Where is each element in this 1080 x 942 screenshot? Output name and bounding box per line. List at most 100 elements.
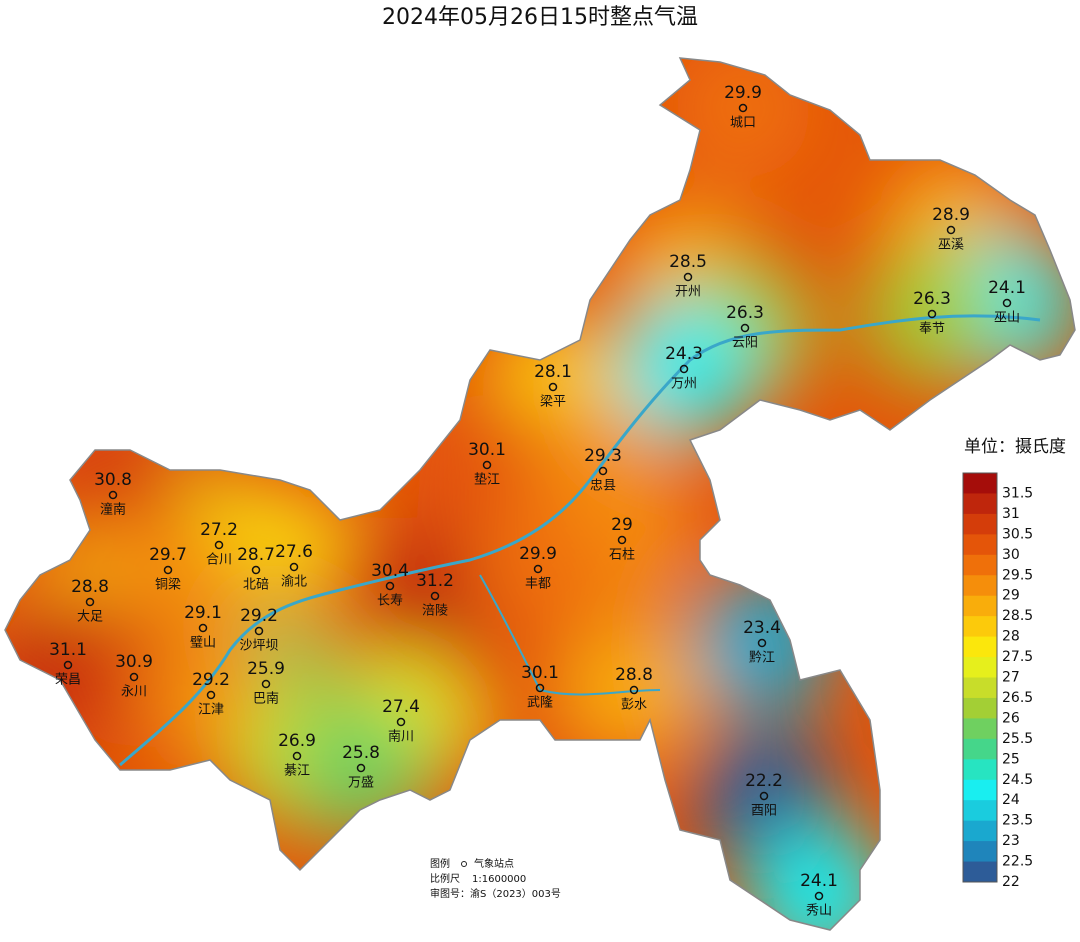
station-value: 29.3 xyxy=(584,446,622,466)
station-point xyxy=(261,679,271,689)
station-point xyxy=(482,460,492,470)
station-name: 武隆 xyxy=(527,696,553,711)
station-name: 万盛 xyxy=(348,776,374,791)
legend-swatch xyxy=(963,534,997,556)
legend-swatch xyxy=(963,554,997,576)
station-name: 城口 xyxy=(730,116,756,131)
station-value: 28.5 xyxy=(669,252,707,272)
station-name: 垫江 xyxy=(474,472,500,488)
legend-title: 单位：摄氏度 xyxy=(964,437,1066,457)
station-point xyxy=(129,672,139,682)
station-value: 25.9 xyxy=(247,659,285,679)
station-point xyxy=(738,103,748,113)
station-name: 江津 xyxy=(198,703,224,718)
legend-swatch xyxy=(963,841,997,863)
legend-label: 24 xyxy=(1002,792,1020,808)
station-value: 30.4 xyxy=(371,561,409,581)
legend-label: 27.5 xyxy=(1002,649,1033,665)
station-name: 巫山 xyxy=(994,311,1020,326)
station-value: 30.8 xyxy=(94,470,132,490)
station-name: 沙坪坝 xyxy=(239,639,278,654)
legend-swatch xyxy=(963,493,997,515)
footer: 图例 气象站点 比例尺 1:1600000 审图号：渝S（2023）003号 xyxy=(430,857,561,900)
station-value: 31.2 xyxy=(416,571,454,591)
legend-swatch xyxy=(963,657,997,678)
station-name: 璧山 xyxy=(190,635,216,651)
legend-label: 28.5 xyxy=(1002,608,1033,624)
footer-legend-item: 气象站点 xyxy=(474,857,514,870)
station-point xyxy=(356,763,366,773)
legend-swatch xyxy=(963,779,997,801)
station-name: 云阳 xyxy=(732,336,758,351)
station-value: 28.9 xyxy=(932,205,970,225)
temperature-blob xyxy=(291,698,431,838)
wu-river xyxy=(479,574,661,696)
legend-label: 23.5 xyxy=(1002,813,1033,829)
station-name: 彭水 xyxy=(621,698,647,713)
station-value: 29 xyxy=(611,515,633,535)
station-value: 23.4 xyxy=(743,618,781,638)
station-point xyxy=(598,466,608,476)
station-value: 28.8 xyxy=(615,665,653,685)
legend-swatch xyxy=(963,861,997,883)
station-point xyxy=(163,565,173,575)
station-value: 28.7 xyxy=(237,545,275,565)
station-name: 万州 xyxy=(671,377,697,392)
station-name: 荣昌 xyxy=(55,673,81,688)
station-name: 忠县 xyxy=(590,479,616,494)
station-name: 北碚 xyxy=(243,578,269,593)
station-name: 酉阳 xyxy=(751,804,777,819)
legend-label: 22 xyxy=(1002,874,1020,890)
station-point xyxy=(198,623,208,633)
station-value: 30.1 xyxy=(468,440,506,460)
temperature-blob xyxy=(564,620,704,760)
station-point xyxy=(289,562,299,572)
station-value: 24.3 xyxy=(665,344,703,364)
stations: 29.9 城口 28.9 巫溪 28.5 开州 24.1 巫山 26.3 奉节 26.3 云阳 24.3… xyxy=(49,83,1026,919)
station-value: 29.2 xyxy=(192,670,230,690)
station-point xyxy=(254,626,264,636)
station-name: 綦江 xyxy=(284,764,310,779)
station-name: 梁平 xyxy=(540,395,566,410)
station-point xyxy=(740,323,750,333)
station-name: 巫溪 xyxy=(938,238,964,253)
temperature-blob xyxy=(692,573,832,713)
legend-label: 31 xyxy=(1002,506,1020,522)
station-point xyxy=(430,591,440,601)
station-point xyxy=(535,683,545,693)
station-point xyxy=(617,535,627,545)
station-point xyxy=(946,225,956,235)
station-point xyxy=(63,660,73,670)
field-blobs xyxy=(5,58,1075,930)
legend-swatch xyxy=(963,759,997,781)
station-name: 渝北 xyxy=(281,574,307,590)
station-value: 30.1 xyxy=(521,663,559,683)
legend-label: 30.5 xyxy=(1002,526,1033,542)
station-value: 24.1 xyxy=(988,278,1026,298)
station-point xyxy=(679,364,689,374)
station-value: 27.6 xyxy=(275,542,313,562)
legend-label: 30 xyxy=(1002,547,1020,563)
station-point xyxy=(548,382,558,392)
footer-legend-label: 图例 xyxy=(430,857,450,870)
temperature-blob xyxy=(862,244,1002,384)
legend-swatch xyxy=(963,616,997,638)
temperature-blob xyxy=(468,499,608,639)
station-name: 丰都 xyxy=(525,577,551,592)
station-value: 29.1 xyxy=(184,603,222,623)
footer-scale-label: 比例尺 xyxy=(430,872,460,885)
station-value: 28.1 xyxy=(534,362,572,382)
legend-swatch xyxy=(963,636,997,658)
station-value: 29.7 xyxy=(149,545,187,565)
station-value: 29.9 xyxy=(519,544,557,564)
station-point xyxy=(206,690,216,700)
station-name: 开州 xyxy=(675,285,701,300)
footer-approval: 审图号：渝S（2023）003号 xyxy=(430,887,561,900)
station-value: 22.2 xyxy=(745,771,783,791)
legend-label: 27 xyxy=(1002,670,1020,686)
legend-label: 29 xyxy=(1002,588,1020,604)
legend-label: 28 xyxy=(1002,629,1020,645)
temperature-field xyxy=(5,58,1075,930)
station-point xyxy=(385,581,395,591)
station-name: 南川 xyxy=(388,729,414,745)
